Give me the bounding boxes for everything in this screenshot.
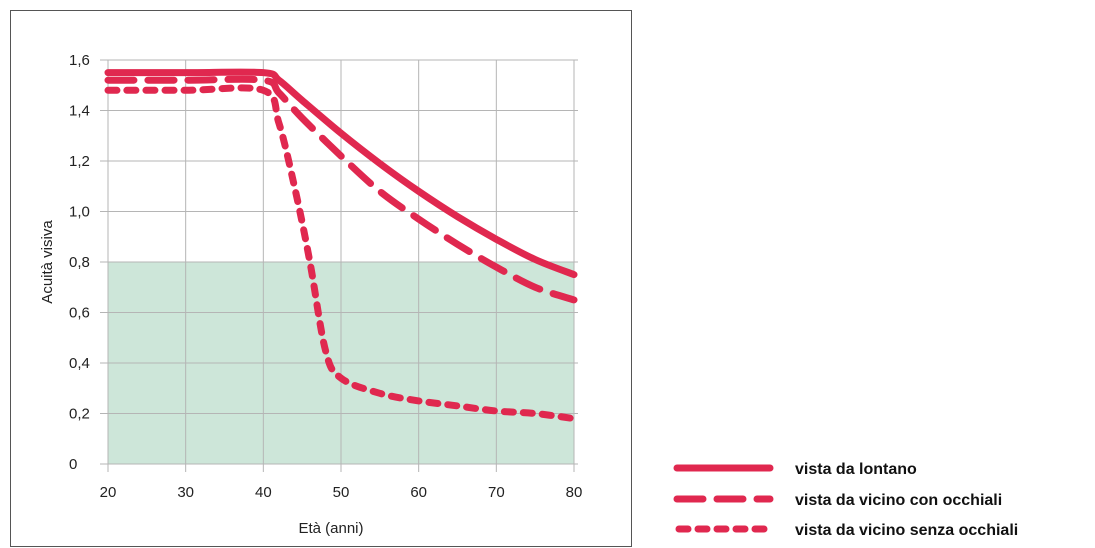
legend-label-2: vista da vicino senza occhiali [795, 522, 1018, 539]
x-tick-label: 30 [177, 484, 194, 501]
legend-item-2: vista da vicino senza occhiali [675, 522, 1018, 539]
x-tick-label: 20 [100, 484, 117, 501]
legend-label-0: vista da lontano [795, 461, 917, 478]
y-tick-label: 0 [69, 456, 77, 473]
y-tick-label: 0,4 [69, 355, 90, 372]
legend-item-0: vista da lontano [673, 461, 917, 478]
line-chart: 20 30 40 50 60 70 80 0 0,2 0,4 0,6 0,8 1,0 1,2 1,4 1,6… [39, 52, 583, 537]
y-tick-label: 0,6 [69, 305, 90, 322]
x-tick-label: 70 [488, 484, 505, 501]
series-line-solid [104, 68, 578, 279]
legend: vista da lontano vista da vicino con occ… [673, 461, 1018, 539]
x-tick-label: 40 [255, 484, 272, 501]
series-line-dotted [104, 84, 578, 423]
x-tick-label: 60 [410, 484, 427, 501]
x-tick-label: 80 [566, 484, 583, 501]
x-tick-labels: 20 30 40 50 60 70 80 [100, 484, 583, 501]
x-axis-label: Età (anni) [298, 520, 363, 537]
series-group [104, 68, 578, 423]
y-tick-labels: 0 0,2 0,4 0,6 0,8 1,0 1,2 1,4 1,6 [69, 52, 90, 473]
chart-frame: 20 30 40 50 60 70 80 0 0,2 0,4 0,6 0,8 1,0 1,2 1,4 1,6… [10, 10, 632, 547]
y-tick-label: 1,6 [69, 52, 90, 69]
y-axis-label: Acuità visiva [39, 220, 56, 304]
y-tick-label: 0,2 [69, 406, 90, 423]
legend-item-1: vista da vicino con occhiali [673, 492, 1002, 509]
grid [100, 59, 578, 472]
y-tick-label: 1,4 [69, 103, 90, 120]
y-tick-label: 1,2 [69, 153, 90, 170]
x-tick-label: 50 [333, 484, 350, 501]
y-tick-label: 0,8 [69, 254, 90, 271]
y-tick-label: 1,0 [69, 204, 90, 221]
series-line-dashed [104, 75, 578, 304]
legend-label-1: vista da vicino con occhiali [795, 492, 1002, 509]
